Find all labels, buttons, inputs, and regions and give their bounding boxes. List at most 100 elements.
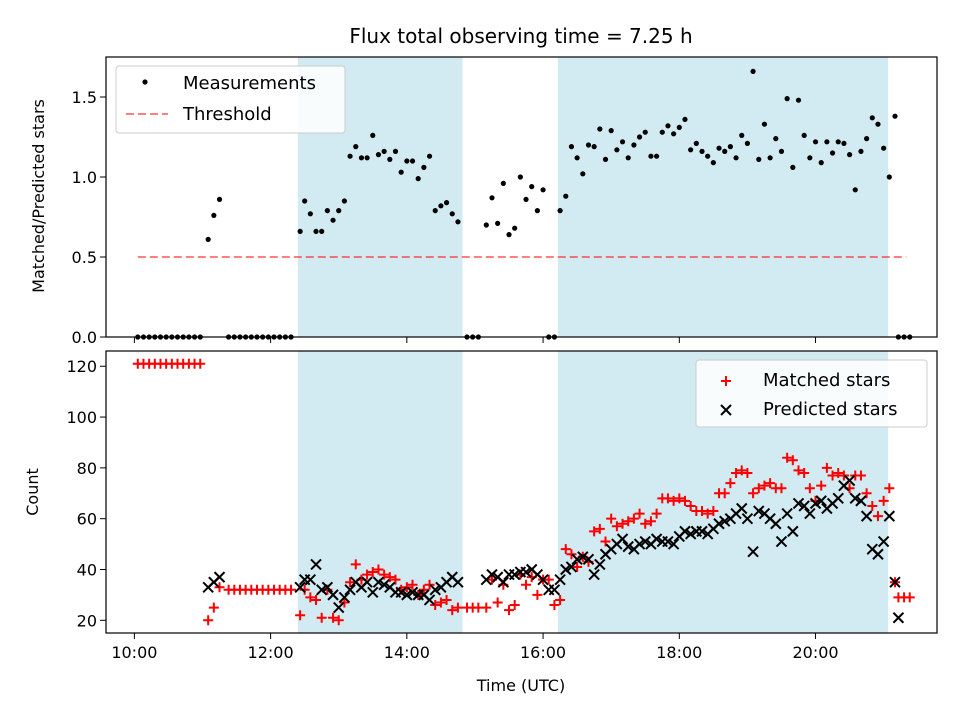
- x-tick-label: 12:00: [248, 643, 294, 662]
- predicted-star-point: [565, 561, 578, 573]
- measurement-point: [489, 195, 495, 201]
- matched-star-point: [572, 561, 583, 572]
- predicted-star-point: [548, 584, 561, 596]
- measurement-point: [807, 155, 813, 161]
- matched-star-point: [407, 579, 418, 590]
- measurement-point: [682, 116, 688, 122]
- bottom-y-tick-label: 120: [66, 357, 97, 376]
- x-tick-label: 10:00: [111, 643, 157, 662]
- matched-star-point: [549, 600, 560, 611]
- measurement-point: [693, 140, 699, 146]
- measurement-point: [398, 169, 404, 175]
- measurement-point: [824, 139, 830, 145]
- matched-star-point: [674, 493, 685, 504]
- matched-star-point: [589, 526, 600, 537]
- predicted-star-point: [338, 591, 351, 604]
- matched-star-point: [872, 511, 883, 522]
- matched-star-point: [594, 523, 605, 534]
- measurement-point: [710, 160, 716, 166]
- matched-star-point: [532, 589, 543, 600]
- predicted-star-point: [554, 573, 566, 586]
- predicted-star-point: [855, 495, 867, 507]
- predicted-star-point: [537, 573, 549, 586]
- measurement-point: [631, 142, 637, 148]
- measurement-point: [858, 148, 864, 154]
- measurement-point: [773, 136, 779, 142]
- matched-star-point: [776, 483, 787, 494]
- matched-star-point: [759, 480, 770, 491]
- legend-threshold-label: Threshold: [182, 104, 272, 125]
- measurement-point: [523, 196, 529, 202]
- matched-star-point: [640, 518, 651, 529]
- predicted-star-point: [327, 589, 339, 601]
- matched-star-point: [719, 488, 730, 499]
- measurement-point: [483, 222, 489, 228]
- matched-star-point: [628, 513, 639, 524]
- measurement-point: [529, 184, 535, 190]
- matched-star-point: [566, 549, 577, 560]
- matched-star-point: [878, 495, 889, 506]
- matched-star-point: [679, 495, 690, 506]
- measurement-point: [375, 152, 382, 158]
- measurement-point: [432, 208, 438, 214]
- matched-star-point: [333, 615, 344, 626]
- legend-predicted-marker: [720, 404, 732, 416]
- measurement-point: [205, 236, 211, 242]
- predicted-star-point: [667, 538, 680, 550]
- predicted-star-point: [849, 492, 861, 505]
- predicted-star-point: [883, 510, 896, 522]
- top-y-tick-label: 1.5: [72, 88, 97, 107]
- predicted-star-point: [372, 576, 385, 588]
- matched-star-point: [725, 478, 736, 489]
- measurement-point: [795, 97, 802, 103]
- x-tick-label: 16:00: [520, 643, 566, 662]
- measurement-point: [608, 128, 614, 134]
- matched-star-point: [543, 574, 554, 585]
- matched-star-point: [731, 467, 742, 478]
- measurement-point: [353, 144, 359, 150]
- predicted-star-point: [588, 568, 600, 581]
- measurement-point: [336, 208, 342, 214]
- matched-star-point: [452, 602, 463, 613]
- measurement-point: [671, 131, 677, 137]
- measurement-point: [846, 152, 853, 158]
- measurement-point: [591, 144, 597, 150]
- top-legend: [115, 65, 346, 134]
- measurement-point: [750, 68, 756, 74]
- measurement-point: [364, 155, 370, 161]
- predicted-star-point: [770, 518, 782, 530]
- measurement-point: [421, 164, 427, 170]
- measurement-point: [211, 212, 217, 218]
- measurement-point: [381, 148, 387, 154]
- bottom-y-tick-label: 60: [77, 510, 97, 529]
- measurement-point: [500, 180, 506, 186]
- predicted-star-point: [367, 586, 379, 599]
- matched-star-point: [884, 483, 895, 494]
- measurement-point: [602, 156, 609, 162]
- top-observing-interval: [557, 57, 889, 337]
- legend-measurements-label: Measurements: [183, 73, 316, 94]
- measurement-point: [648, 153, 654, 159]
- matched-star-point: [736, 465, 747, 476]
- measurement-point: [455, 219, 461, 225]
- matched-star-point: [295, 610, 306, 621]
- predicted-star-point: [616, 533, 629, 545]
- predicted-star-point: [719, 515, 731, 527]
- matched-star-point: [816, 480, 827, 491]
- bottom-panel: 20 40 60 80 100 120 10:00 12:00 14:00 16:00 18:00 2…: [66, 350, 938, 662]
- matched-star-point: [418, 584, 429, 595]
- matched-star-point: [799, 467, 810, 478]
- matched-star-point: [617, 518, 628, 529]
- top-y-axis-label: Matched/Predicted stars: [29, 99, 48, 293]
- matched-star-point: [286, 584, 297, 595]
- matched-star-point: [560, 544, 571, 555]
- matched-star-point: [662, 493, 673, 504]
- top-axes-frame: [105, 56, 938, 338]
- matched-star-point: [606, 513, 617, 524]
- measurement-point: [881, 145, 887, 151]
- x-tick-label: 20:00: [792, 643, 838, 662]
- bottom-y-tick-label: 100: [66, 408, 97, 427]
- measurement-point: [506, 232, 512, 238]
- predicted-star-point: [775, 535, 788, 548]
- matched-star-point: [208, 602, 219, 613]
